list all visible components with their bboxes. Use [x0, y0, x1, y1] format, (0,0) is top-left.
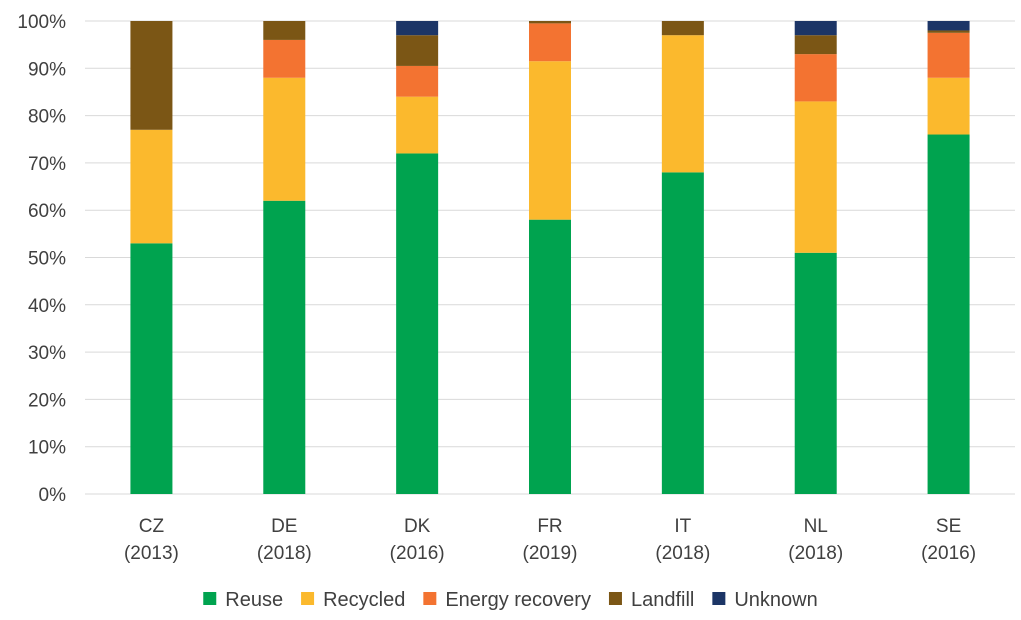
bar-segment-unknown	[396, 21, 439, 36]
bar-segment-reuse	[661, 172, 704, 495]
legend-item: Reuse	[203, 589, 283, 611]
legend-label: Reuse	[225, 589, 283, 611]
bar-segment-landfill	[661, 21, 704, 36]
legend-label: Energy recovery	[445, 589, 591, 611]
bar-segment-landfill	[263, 21, 306, 40]
x-tick-label: (2019)	[523, 543, 578, 564]
legend-swatch	[423, 592, 437, 605]
bar-segment-recycled	[529, 61, 571, 220]
bar-segment-reuse	[794, 252, 837, 494]
bar-segment-landfill	[927, 30, 970, 33]
bar-segment-recycled	[263, 77, 306, 201]
bars	[130, 21, 970, 495]
bar-segment-recycled	[927, 77, 970, 135]
y-tick-label: 30%	[28, 343, 66, 364]
bar-segment-reuse	[263, 200, 306, 495]
legend-label: Recycled	[323, 589, 405, 611]
bar-segment-reuse	[927, 134, 970, 494]
y-tick-label: 80%	[28, 107, 66, 128]
x-tick-label: CZ	[139, 516, 165, 537]
x-tick-label: (2018)	[655, 543, 710, 564]
x-tick-label: (2018)	[788, 543, 843, 564]
bar-segment-reuse	[529, 219, 571, 494]
legend-label: Unknown	[734, 589, 817, 611]
y-axis-ticks: 0% 10% 20% 30% 40% 50% 60% 70% 80% 90% 100%	[17, 12, 66, 506]
bar-segment-landfill	[396, 35, 439, 66]
bar-segment-energy-recovery	[927, 32, 970, 78]
bar-segment-energy-recovery	[794, 54, 837, 102]
legend-label: Landfill	[631, 589, 694, 611]
x-tick-label: IT	[674, 516, 691, 537]
x-tick-label: (2013)	[124, 543, 179, 564]
bar-segment-recycled	[794, 101, 837, 253]
bar-segment-unknown	[794, 21, 837, 36]
legend-item: Recycled	[301, 589, 405, 611]
bar-segment-recycled	[130, 129, 173, 244]
x-tick-label: SE	[936, 516, 961, 537]
x-tick-label: DK	[404, 516, 431, 537]
y-tick-label: 50%	[28, 249, 66, 270]
y-tick-label: 90%	[28, 59, 66, 80]
legend-swatch	[301, 592, 315, 605]
y-tick-label: 10%	[28, 438, 66, 459]
legend-item: Landfill	[608, 589, 694, 611]
bar-segment-recycled	[396, 96, 439, 154]
bar-segment-landfill	[130, 21, 173, 130]
bar-segment-energy-recovery	[263, 39, 306, 78]
x-tick-label: (2016)	[921, 543, 976, 564]
y-tick-label: 100%	[17, 12, 66, 33]
legend-item: Energy recovery	[423, 589, 591, 611]
legend-swatch	[608, 592, 622, 605]
y-tick-label: 70%	[28, 154, 66, 175]
y-tick-label: 40%	[28, 296, 66, 317]
x-tick-label: (2016)	[390, 543, 445, 564]
y-tick-label: 20%	[28, 390, 66, 411]
legend-swatch	[203, 592, 217, 605]
bar-segment-reuse	[396, 153, 439, 494]
bar-segment-energy-recovery	[529, 23, 571, 62]
x-tick-label: (2018)	[257, 543, 312, 564]
y-tick-label: 0%	[39, 485, 67, 506]
legend: Reuse Recycled Energy recovery Landfill Unkn…	[203, 589, 818, 611]
x-axis-ticks: CZ (2013) DE (2018) DK (2016) FR (2019) IT (2018)…	[124, 516, 976, 564]
bar-segment-recycled	[661, 35, 704, 173]
legend-swatch	[712, 592, 726, 605]
bar-segment-unknown	[927, 21, 970, 31]
legend-item: Unknown	[712, 589, 818, 611]
y-tick-label: 60%	[28, 201, 66, 222]
x-tick-label: FR	[537, 516, 562, 537]
bar-segment-reuse	[130, 243, 173, 494]
x-tick-label: NL	[804, 516, 828, 537]
x-tick-label: DE	[271, 516, 297, 537]
bar-segment-landfill	[794, 35, 837, 55]
bar-segment-energy-recovery	[396, 65, 439, 97]
bar-segment-landfill	[529, 21, 571, 24]
